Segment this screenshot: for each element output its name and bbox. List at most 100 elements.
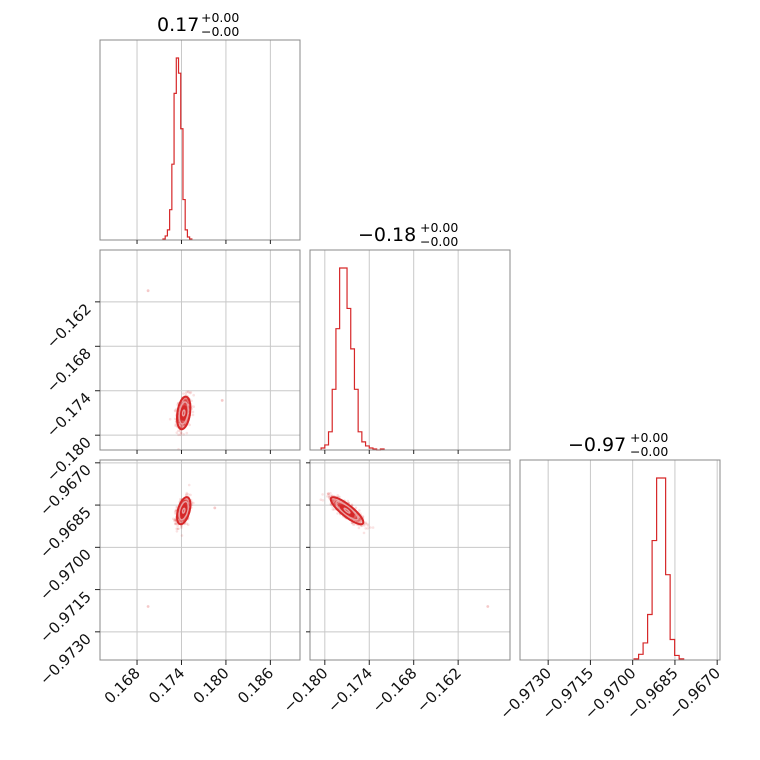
sample-point	[178, 423, 182, 427]
sample-point	[177, 527, 180, 531]
sample-point	[174, 424, 177, 427]
density-contour	[181, 507, 186, 514]
sample-point	[187, 493, 190, 496]
sample-point	[173, 511, 177, 514]
histogram-param-0	[162, 57, 193, 240]
x-tick-label: −0.180	[280, 664, 332, 716]
sample-point	[173, 518, 177, 522]
y-tick-label: −0.162	[43, 300, 95, 352]
sample-point	[185, 491, 189, 495]
sample-point	[184, 398, 187, 402]
sample-point	[331, 508, 335, 511]
sample-point	[184, 397, 188, 401]
sample-point	[175, 527, 178, 530]
sample-point	[186, 523, 190, 526]
sample-point	[336, 512, 339, 515]
sample-point	[180, 516, 184, 520]
title-value-2: −0.97	[568, 434, 626, 456]
sample-point	[337, 503, 341, 507]
sample-point	[182, 392, 185, 395]
sample-point	[189, 493, 192, 497]
sample-point	[174, 522, 178, 525]
sample-point	[168, 417, 172, 421]
sample-point	[184, 399, 187, 402]
sample-point	[184, 402, 187, 406]
x-tick-label: 0.180	[190, 664, 233, 707]
title-value-0: 0.17	[157, 14, 199, 36]
sample-point	[184, 502, 187, 505]
sample-point	[186, 399, 189, 403]
sample-point	[192, 501, 195, 505]
sample-point	[188, 391, 192, 395]
density-contour	[335, 500, 359, 521]
title-param-2: −0.97 +0.00 −0.00	[568, 430, 668, 459]
sample-point	[357, 526, 361, 530]
title-plus-0: +0.00	[201, 10, 239, 25]
sample-point	[172, 517, 175, 521]
sample-point	[185, 522, 189, 525]
sample-point	[183, 403, 186, 407]
ticks-layer: 0.168 0.174 0.180 0.186 −0.180−0.174−0.168−0…	[36, 240, 724, 723]
outlier-point	[486, 605, 490, 608]
sample-point	[192, 393, 195, 397]
sample-point	[176, 524, 179, 527]
sample-point	[333, 498, 336, 502]
sample-point	[179, 431, 183, 435]
sample-point	[337, 503, 340, 507]
sample-point	[362, 531, 366, 535]
sample-point	[185, 493, 188, 496]
x-tick-label: 0.174	[145, 664, 188, 707]
title-minus-1: −0.00	[420, 234, 458, 249]
title-param-0: 0.17 +0.00 −0.00	[157, 10, 239, 39]
sample-point	[174, 522, 177, 526]
density-contour	[180, 504, 188, 518]
sample-point	[192, 405, 195, 409]
x-tick-label: −0.174	[324, 664, 376, 716]
sample-point	[191, 413, 195, 417]
sample-point	[179, 520, 182, 523]
sample-point	[176, 527, 180, 531]
sample-point	[354, 515, 358, 519]
sample-point	[174, 522, 177, 525]
sample-point	[336, 494, 340, 497]
sample-point	[179, 498, 182, 501]
density-contour	[176, 395, 192, 431]
sample-point	[327, 495, 331, 499]
sample-point	[184, 399, 187, 402]
sample-point	[184, 494, 188, 497]
title-minus-2: −0.00	[630, 444, 668, 459]
sample-point	[180, 425, 183, 429]
sample-point	[327, 494, 331, 498]
sample-point	[358, 518, 361, 522]
x-tick-label: 0.168	[101, 664, 144, 707]
sample-point	[350, 503, 354, 507]
outlier-point	[220, 399, 224, 402]
title-plus-1: +0.00	[420, 220, 458, 235]
x-tick-label: 0.186	[234, 664, 277, 707]
sample-point	[332, 508, 336, 511]
density-contour	[178, 500, 189, 521]
sample-point	[332, 500, 336, 503]
histogram-param-2	[633, 477, 685, 660]
sample-point	[181, 425, 185, 429]
sample-point	[333, 498, 337, 502]
density-contour	[329, 496, 365, 526]
sample-point	[187, 391, 190, 394]
sample-point	[369, 526, 372, 529]
density-fill	[330, 497, 364, 525]
sample-point	[329, 491, 332, 495]
sample-point	[321, 499, 325, 502]
sample-point	[359, 519, 362, 522]
sample-point	[346, 499, 350, 503]
grid-layer	[100, 40, 718, 660]
sample-point	[179, 431, 183, 435]
sample-point	[180, 420, 184, 424]
sample-point	[356, 520, 360, 523]
sample-point	[185, 390, 188, 394]
sample-point	[183, 399, 187, 402]
sample-point	[358, 518, 362, 521]
scatter-points-layer	[146, 289, 490, 608]
sample-point	[177, 429, 180, 433]
histogram-param-1	[320, 267, 385, 451]
sample-point	[174, 422, 178, 426]
